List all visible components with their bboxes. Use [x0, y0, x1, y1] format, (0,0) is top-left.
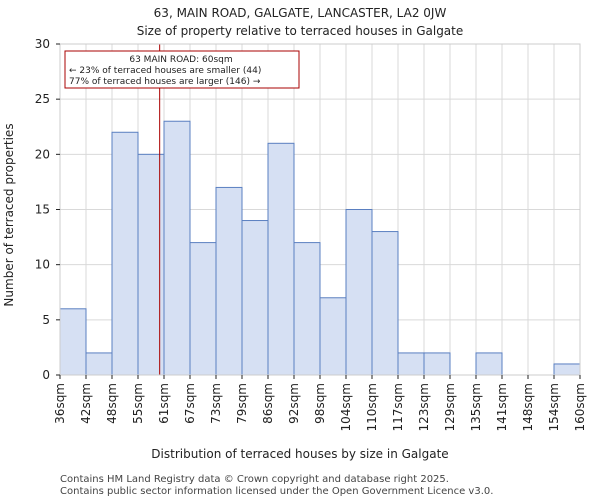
x-axis-ticks: 36sqm 42sqm 48sqm 55sqm 61sqm 67sqm 73sqm 79sqm…: [53, 375, 587, 431]
bar: [423, 352, 451, 376]
y-tick-label: 5: [42, 313, 50, 327]
bar: [241, 220, 269, 376]
x-tick-label: 160sqm: [573, 383, 587, 431]
x-tick-label: 67sqm: [183, 383, 197, 424]
bar: [371, 231, 399, 376]
y-tick-label: 15: [35, 203, 50, 217]
annotation-title: 63 MAIN ROAD: 60sqm: [129, 55, 232, 65]
annotation-line-smaller: ← 23% of terraced houses are smaller (44…: [69, 66, 261, 76]
bar: [215, 186, 243, 376]
bar: [85, 352, 113, 376]
bar: [163, 120, 191, 376]
bar: [293, 242, 321, 376]
x-tick-label: 48sqm: [105, 383, 119, 424]
x-tick-label: 92sqm: [287, 383, 301, 424]
x-tick-label: 135sqm: [469, 383, 483, 431]
chart-subtitle: Size of property relative to terraced ho…: [137, 24, 464, 38]
x-tick-label: 154sqm: [547, 383, 561, 431]
x-tick-label: 110sqm: [365, 383, 379, 431]
annotation-frame: [64, 50, 300, 89]
y-tick-label: 0: [42, 368, 50, 382]
bar: [553, 363, 581, 376]
x-tick-label: 79sqm: [235, 383, 249, 424]
x-tick-label: 148sqm: [521, 383, 535, 431]
bar: [319, 297, 347, 376]
x-tick-label: 123sqm: [417, 383, 431, 431]
bar: [59, 308, 87, 376]
x-tick-label: 42sqm: [79, 383, 93, 424]
y-tick-label: 20: [35, 147, 50, 161]
chart-title: 63, MAIN ROAD, GALGATE, LANCASTER, LA2 0…: [154, 6, 447, 20]
x-tick-label: 117sqm: [391, 383, 405, 431]
footer-line-1: Contains HM Land Registry data © Crown c…: [60, 474, 449, 485]
x-tick-label: 86sqm: [261, 383, 275, 424]
bar: [345, 209, 373, 376]
bar: [189, 242, 217, 376]
x-tick-label: 36sqm: [53, 383, 67, 424]
x-tick-label: 129sqm: [443, 383, 457, 431]
x-axis-label: Distribution of terraced houses by size …: [151, 447, 448, 461]
x-tick-label: 98sqm: [313, 383, 327, 424]
annotation-line-larger: 77% of terraced houses are larger (146) …: [69, 77, 261, 87]
y-axis-label: Number of terraced properties: [2, 123, 16, 306]
x-tick-label: 104sqm: [339, 383, 353, 431]
y-tick-label: 30: [35, 37, 50, 51]
bar: [267, 142, 295, 376]
footer-line-2: Contains public sector information licen…: [60, 486, 493, 497]
x-tick-label: 141sqm: [495, 383, 509, 431]
y-axis-ticks: 0 5 10 15 20 25 30: [35, 37, 60, 382]
bar: [111, 131, 139, 376]
x-tick-label: 73sqm: [209, 383, 223, 424]
x-tick-label: 55sqm: [131, 383, 145, 424]
annotation-box: 63 MAIN ROAD: 60sqm ← 23% of terraced ho…: [64, 50, 300, 89]
bar: [475, 352, 503, 376]
x-tick-label: 61sqm: [157, 383, 171, 424]
bar: [397, 352, 425, 376]
y-tick-label: 10: [35, 258, 50, 272]
y-tick-label: 25: [35, 92, 50, 106]
